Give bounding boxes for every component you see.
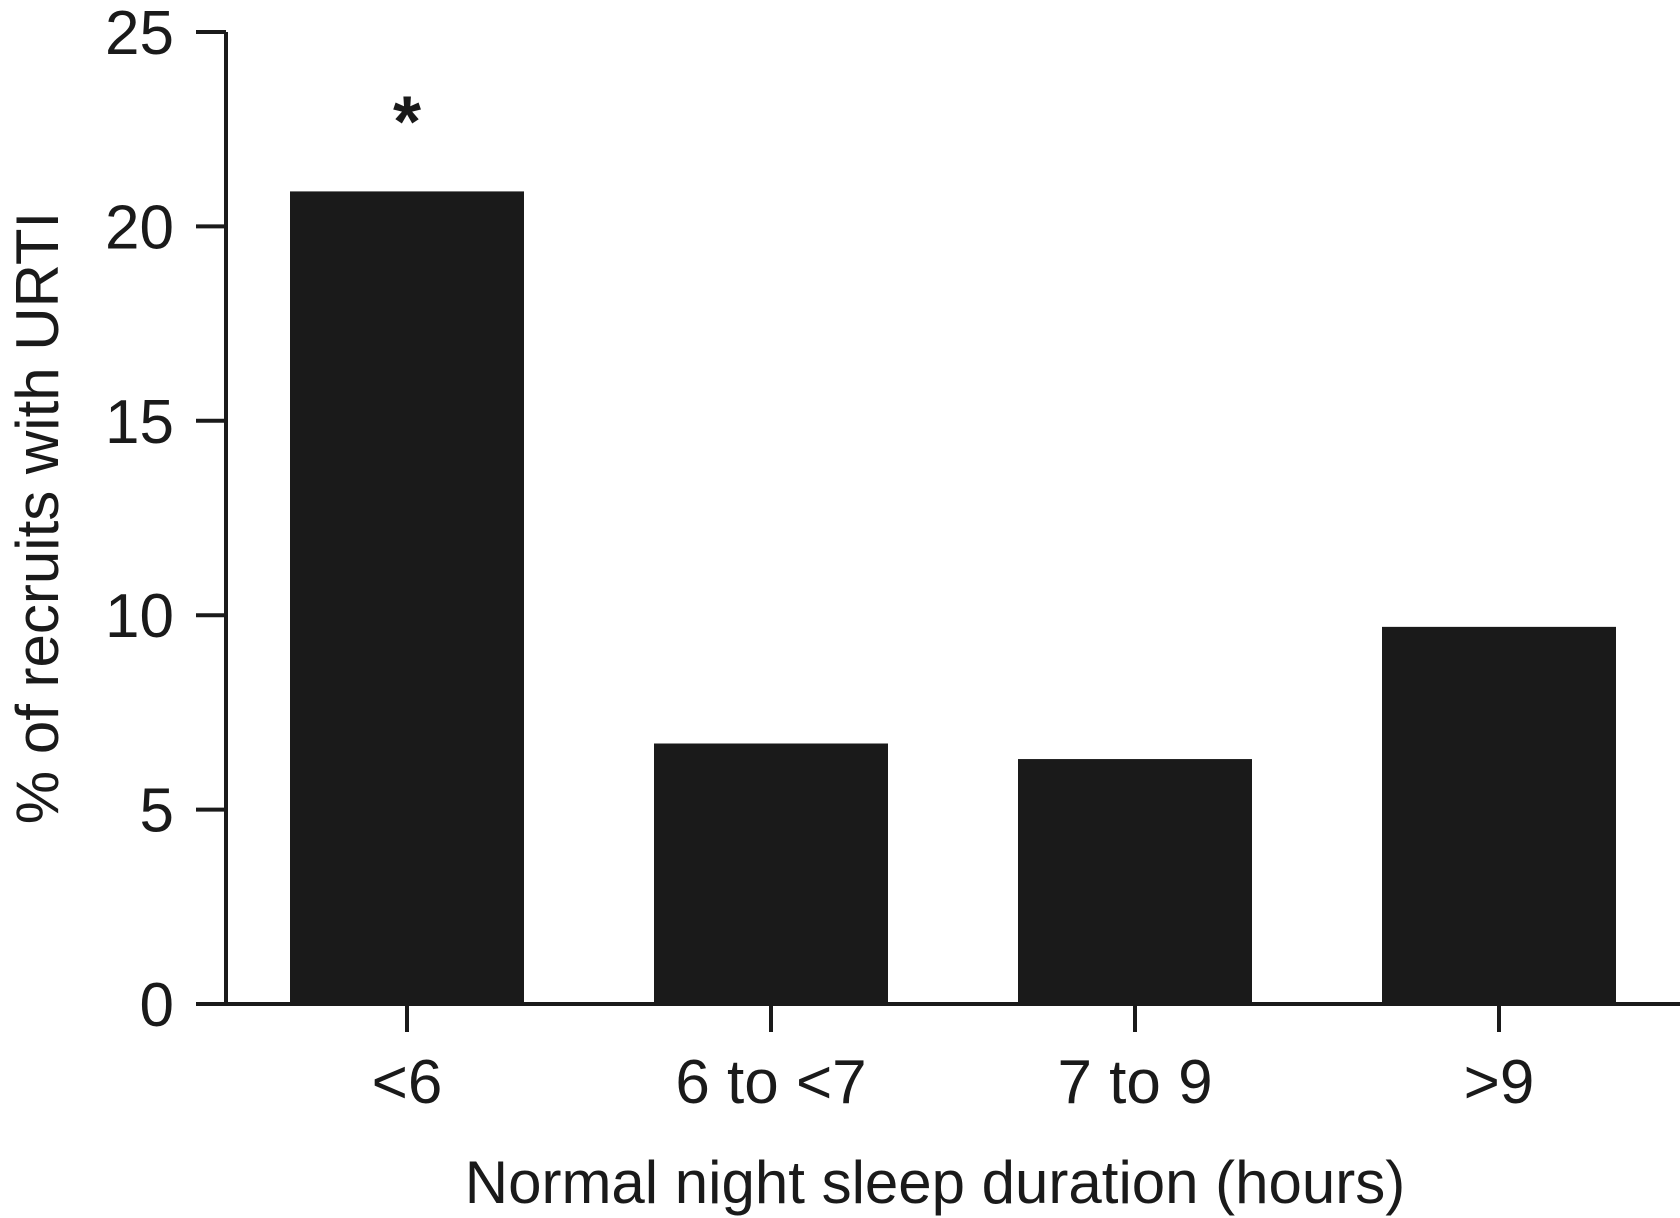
x-axis-title: Normal night sleep duration (hours) [465, 1149, 1405, 1216]
bar [1382, 626, 1616, 1004]
bar [290, 191, 524, 1004]
y-tick-label: 10 [105, 582, 174, 651]
annotations: * [393, 82, 421, 162]
y-tick-label: 25 [105, 0, 174, 68]
y-tick-label: 15 [105, 388, 174, 457]
bar [654, 743, 888, 1004]
y-tick-label: 0 [140, 971, 174, 1040]
x-axis-ticks: <6 6 to <7 7 to 9 >9 [372, 1004, 1535, 1117]
bars [290, 191, 1616, 1004]
x-tick-label: 6 to <7 [675, 1048, 866, 1117]
y-tick-label: 20 [105, 193, 174, 262]
x-tick-label: 7 to 9 [1057, 1048, 1212, 1117]
y-tick-label: 5 [140, 777, 174, 846]
y-axis-ticks: 0 5 10 15 20 25 [105, 0, 226, 1040]
x-tick-label: >9 [1464, 1048, 1535, 1117]
y-axis-title: % of recruits with URTI [4, 212, 71, 824]
x-tick-label: <6 [372, 1048, 443, 1117]
bar [1018, 759, 1252, 1004]
significance-asterisk: * [393, 82, 421, 162]
